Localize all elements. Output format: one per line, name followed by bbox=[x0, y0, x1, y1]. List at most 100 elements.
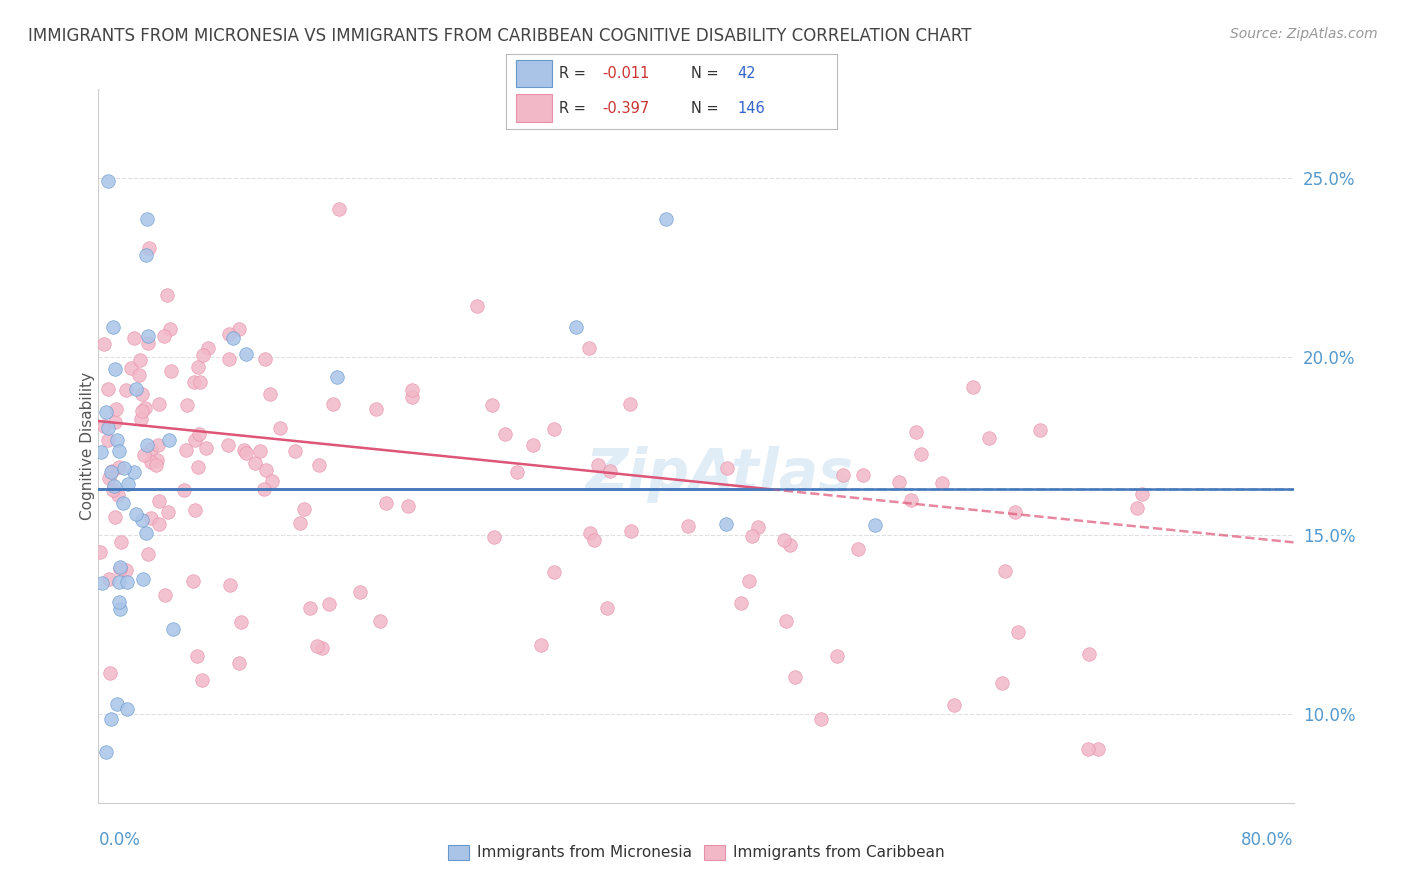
Point bbox=[578, 341, 600, 355]
Point bbox=[128, 352, 150, 367]
Point bbox=[145, 458, 167, 472]
Point bbox=[191, 348, 214, 362]
Point bbox=[579, 526, 602, 541]
Point bbox=[122, 465, 145, 479]
Point bbox=[222, 331, 245, 345]
Text: -0.397: -0.397 bbox=[602, 101, 650, 116]
Point bbox=[1077, 742, 1099, 756]
Point bbox=[141, 442, 163, 456]
Point bbox=[108, 444, 131, 458]
Y-axis label: Cognitive Disability: Cognitive Disability bbox=[80, 372, 94, 520]
Point bbox=[115, 384, 138, 398]
Point bbox=[582, 533, 605, 547]
Point bbox=[89, 545, 111, 559]
Point bbox=[104, 415, 127, 429]
Point bbox=[131, 513, 153, 527]
Point bbox=[173, 483, 195, 497]
Point bbox=[108, 601, 131, 615]
Point bbox=[846, 541, 869, 556]
Point bbox=[218, 578, 240, 592]
Point bbox=[183, 503, 205, 517]
Point bbox=[98, 665, 121, 680]
Point bbox=[655, 212, 678, 227]
Point bbox=[714, 516, 737, 531]
Text: 80.0%: 80.0% bbox=[1241, 831, 1294, 849]
Point bbox=[931, 475, 953, 490]
Point bbox=[93, 419, 115, 434]
Point bbox=[375, 496, 398, 510]
Point bbox=[482, 530, 505, 544]
Text: R =: R = bbox=[560, 66, 591, 81]
Point bbox=[108, 575, 131, 590]
Point bbox=[135, 526, 157, 541]
Point bbox=[506, 465, 529, 479]
Point bbox=[134, 401, 156, 415]
Point bbox=[156, 287, 179, 301]
Text: Source: ZipAtlas.com: Source: ZipAtlas.com bbox=[1230, 27, 1378, 41]
Point bbox=[1087, 742, 1109, 756]
Point bbox=[132, 572, 155, 586]
Point bbox=[159, 322, 181, 336]
Point bbox=[190, 376, 212, 390]
Point bbox=[1130, 487, 1153, 501]
Point bbox=[115, 574, 138, 589]
Point bbox=[105, 697, 128, 711]
Point bbox=[772, 533, 794, 547]
Point bbox=[889, 475, 911, 490]
Point bbox=[105, 402, 128, 417]
Text: ZipAtlas: ZipAtlas bbox=[586, 446, 853, 503]
Point bbox=[176, 399, 198, 413]
Point bbox=[156, 505, 179, 519]
Point bbox=[962, 380, 984, 394]
Point bbox=[900, 493, 922, 508]
Point bbox=[187, 359, 209, 374]
Point bbox=[115, 702, 138, 716]
Point bbox=[174, 442, 197, 457]
Point bbox=[852, 467, 875, 482]
Point bbox=[139, 455, 162, 469]
Point bbox=[364, 401, 387, 416]
Point bbox=[103, 479, 125, 493]
Point bbox=[229, 615, 252, 629]
Point bbox=[465, 299, 488, 313]
Point bbox=[90, 445, 112, 459]
Point bbox=[97, 471, 120, 485]
Point bbox=[284, 444, 307, 458]
Text: N =: N = bbox=[692, 101, 724, 116]
Text: 146: 146 bbox=[737, 101, 765, 116]
Point bbox=[181, 574, 204, 589]
Point bbox=[269, 421, 291, 435]
Point bbox=[322, 397, 344, 411]
Point bbox=[292, 502, 315, 516]
Point bbox=[1126, 501, 1149, 516]
Point bbox=[747, 520, 769, 534]
Point bbox=[105, 433, 128, 447]
Point bbox=[305, 639, 328, 653]
Point bbox=[94, 405, 117, 419]
Bar bbox=[516, 60, 553, 87]
Point bbox=[197, 341, 219, 355]
Point bbox=[98, 572, 121, 586]
Point bbox=[110, 535, 132, 549]
Text: 42: 42 bbox=[737, 66, 756, 81]
Point bbox=[260, 474, 283, 488]
Point bbox=[129, 412, 152, 426]
Point bbox=[396, 500, 419, 514]
Point bbox=[586, 458, 609, 472]
Text: -0.011: -0.011 bbox=[602, 66, 650, 81]
Point bbox=[810, 712, 832, 726]
Point bbox=[131, 386, 153, 401]
Point bbox=[619, 397, 641, 411]
Point bbox=[187, 460, 209, 475]
Point bbox=[905, 425, 928, 439]
Point bbox=[183, 375, 205, 389]
Point bbox=[596, 601, 619, 615]
Point bbox=[401, 390, 423, 404]
Point bbox=[160, 363, 183, 377]
Point bbox=[249, 444, 271, 458]
Point bbox=[599, 464, 621, 478]
Point bbox=[779, 537, 801, 551]
Point bbox=[108, 459, 131, 474]
Point bbox=[104, 509, 127, 524]
Point bbox=[326, 370, 349, 384]
